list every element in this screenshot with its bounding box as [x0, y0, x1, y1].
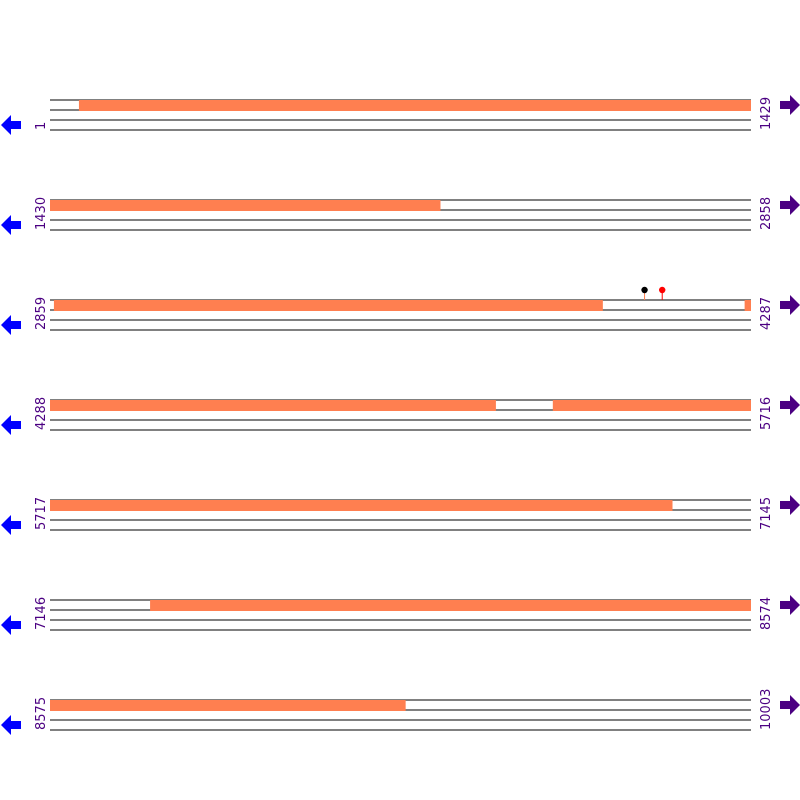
- right-arrow-icon[interactable]: [780, 95, 800, 115]
- sequence-row: 5717 7145: [1, 495, 800, 535]
- sequence-row: 1 1429: [1, 95, 800, 135]
- right-arrow-icon[interactable]: [780, 495, 800, 515]
- row-start-position: 4288: [34, 397, 49, 430]
- row-end-position: 1429: [759, 97, 774, 130]
- left-arrow-icon[interactable]: [1, 515, 21, 535]
- right-arrow-icon[interactable]: [780, 195, 800, 215]
- row-start-position: 5717: [34, 497, 49, 530]
- right-arrow-icon[interactable]: [780, 295, 800, 315]
- row-start-position: 7146: [34, 597, 49, 630]
- right-arrow-icon[interactable]: [780, 395, 800, 415]
- sequence-row: 7146 8574: [1, 595, 800, 635]
- marker-black[interactable]: [641, 286, 648, 300]
- sequence-row: 2859 4287: [1, 286, 800, 335]
- left-arrow-icon[interactable]: [1, 415, 21, 435]
- row-end-position: 8574: [759, 597, 774, 630]
- feature-bar[interactable]: [50, 400, 496, 411]
- row-start-position: 8575: [34, 697, 49, 730]
- sequence-row: 1430 2858: [1, 195, 800, 235]
- left-arrow-icon[interactable]: [1, 215, 21, 235]
- left-arrow-icon[interactable]: [1, 615, 21, 635]
- feature-bar[interactable]: [744, 300, 751, 311]
- left-arrow-icon[interactable]: [1, 715, 21, 735]
- feature-bar[interactable]: [78, 100, 751, 111]
- row-start-position: 1: [34, 122, 49, 130]
- sequence-row: 4288 5716: [1, 395, 800, 435]
- feature-bar[interactable]: [50, 200, 441, 211]
- row-end-position: 5716: [759, 397, 774, 430]
- row-end-position: 4287: [759, 297, 774, 330]
- left-arrow-icon[interactable]: [1, 115, 21, 135]
- marker-red[interactable]: [659, 286, 666, 300]
- right-arrow-icon[interactable]: [780, 595, 800, 615]
- row-end-position: 10003: [759, 689, 774, 730]
- right-arrow-icon[interactable]: [780, 695, 800, 715]
- left-arrow-icon[interactable]: [1, 315, 21, 335]
- row-end-position: 2858: [759, 197, 774, 230]
- feature-bar[interactable]: [552, 400, 751, 411]
- row-end-position: 7145: [759, 497, 774, 530]
- sequence-row: 8575 10003: [1, 689, 800, 735]
- marker-head: [659, 286, 666, 294]
- feature-bar[interactable]: [150, 600, 752, 611]
- row-start-position: 2859: [34, 297, 49, 330]
- marker-head: [641, 286, 648, 294]
- feature-bar[interactable]: [50, 700, 406, 711]
- row-start-position: 1430: [34, 197, 49, 230]
- feature-bar[interactable]: [53, 300, 603, 311]
- feature-bar[interactable]: [50, 500, 673, 511]
